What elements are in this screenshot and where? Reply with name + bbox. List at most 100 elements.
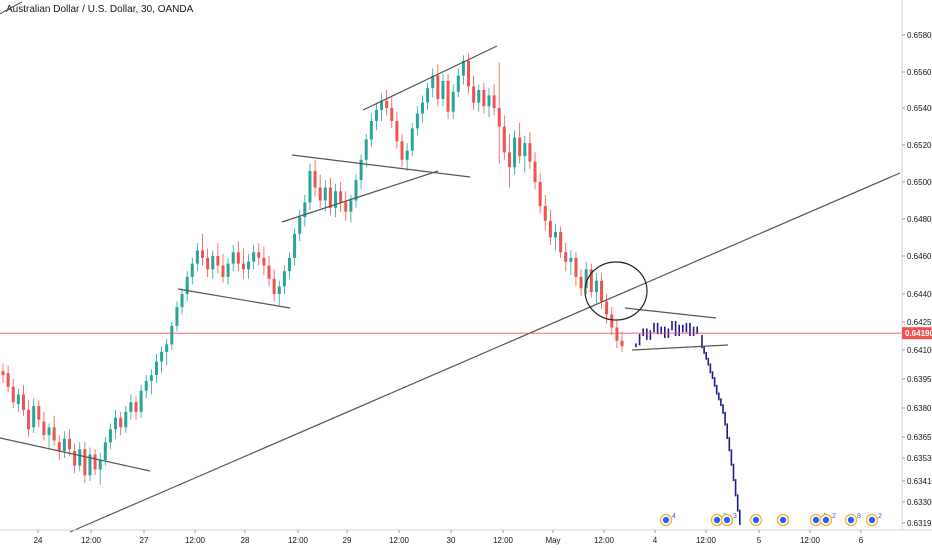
candle (52, 415, 56, 446)
candle (180, 288, 184, 315)
candle (318, 174, 322, 208)
trendlines (0, 1, 901, 533)
candle-body (108, 429, 112, 443)
event-flag-fill (847, 516, 855, 524)
candle-body (456, 75, 460, 92)
time-axis[interactable]: 24 12:00 27 12:00 28 12:00 29 12:00 30 12:00 May 12… (0, 529, 932, 545)
candle (170, 322, 174, 350)
candle-body (477, 90, 481, 103)
candle (492, 84, 496, 116)
candle (277, 280, 281, 306)
candle-body (221, 265, 225, 277)
candle (415, 106, 419, 136)
candle-body (170, 325, 174, 345)
candle-body (380, 100, 384, 110)
time-tick-label: 12:00 (288, 536, 309, 545)
candle (144, 375, 148, 399)
candle-body (482, 90, 486, 107)
candle-body (206, 257, 210, 270)
current-price-label: 0.64190 (905, 329, 932, 338)
candle-body (282, 271, 286, 287)
event-marker[interactable]: 4 (659, 513, 677, 527)
candle-body (328, 187, 332, 208)
candle-body (610, 314, 614, 328)
event-flag-fill (752, 516, 760, 524)
candle-body (154, 361, 158, 376)
trendline-channel-top[interactable] (362, 45, 498, 111)
trendline-wedge-bottom[interactable] (281, 170, 439, 223)
candle-body (119, 417, 123, 428)
candle (27, 400, 31, 437)
candle (574, 252, 578, 287)
candle (236, 241, 240, 272)
candle (206, 248, 210, 277)
candle (431, 68, 435, 98)
candle (88, 447, 92, 481)
candle-body (487, 95, 491, 107)
candle-body (88, 454, 92, 476)
candle-body (144, 380, 148, 391)
time-tick-label: 29 (343, 536, 352, 545)
event-count: 3 (733, 513, 737, 520)
projection-path (635, 321, 741, 525)
candle (272, 269, 276, 302)
candle (615, 320, 619, 349)
event-marker[interactable] (749, 513, 763, 527)
candle (472, 75, 476, 110)
event-count: 4 (672, 513, 676, 520)
candle-body (6, 373, 10, 387)
candle (108, 423, 112, 450)
trendline-flag-top[interactable] (624, 307, 717, 319)
candle-body (395, 120, 399, 142)
highlight-circle[interactable] (584, 261, 648, 321)
trendline-wedge-top[interactable] (291, 154, 471, 178)
candle (569, 250, 573, 275)
event-count: 8 (857, 513, 861, 520)
candle-body (354, 180, 358, 201)
event-marker[interactable]: 8 (844, 513, 862, 527)
candle (201, 233, 205, 266)
candle (287, 252, 291, 279)
candle-body (180, 294, 184, 308)
event-marker[interactable]: 2 (819, 513, 837, 527)
candle (477, 84, 481, 112)
candle-body (364, 139, 368, 160)
chart-title: Australian Dollar / U.S. Dollar, 30, OAN… (6, 4, 194, 15)
candle (410, 122, 414, 157)
event-marker[interactable] (776, 513, 790, 527)
candle (323, 180, 327, 212)
trendline-flag-bottom[interactable] (631, 344, 729, 351)
candle (456, 68, 460, 98)
time-tick-label: 4 (653, 536, 658, 545)
candle-body (538, 182, 542, 207)
candle (216, 243, 220, 274)
candle-body (139, 390, 143, 412)
candle-body (533, 161, 537, 182)
event-marker[interactable]: 2 (865, 513, 883, 527)
candle-body (390, 108, 394, 121)
candle (73, 444, 77, 474)
event-count: 2 (832, 513, 836, 520)
trendline-major[interactable] (69, 172, 901, 533)
candle (298, 209, 302, 242)
event-flag-fill (723, 516, 731, 524)
candle (303, 194, 307, 227)
candle (165, 338, 169, 366)
candle (461, 55, 465, 85)
candle (364, 133, 368, 168)
candle (247, 254, 251, 279)
event-marker[interactable]: 3 (720, 513, 738, 527)
candle (482, 82, 486, 114)
trendline-left[interactable] (0, 437, 151, 472)
events: 4234282 (659, 513, 883, 527)
trendline-support-1[interactable] (177, 288, 291, 309)
candle-body (134, 402, 138, 412)
candle-body (523, 143, 527, 157)
